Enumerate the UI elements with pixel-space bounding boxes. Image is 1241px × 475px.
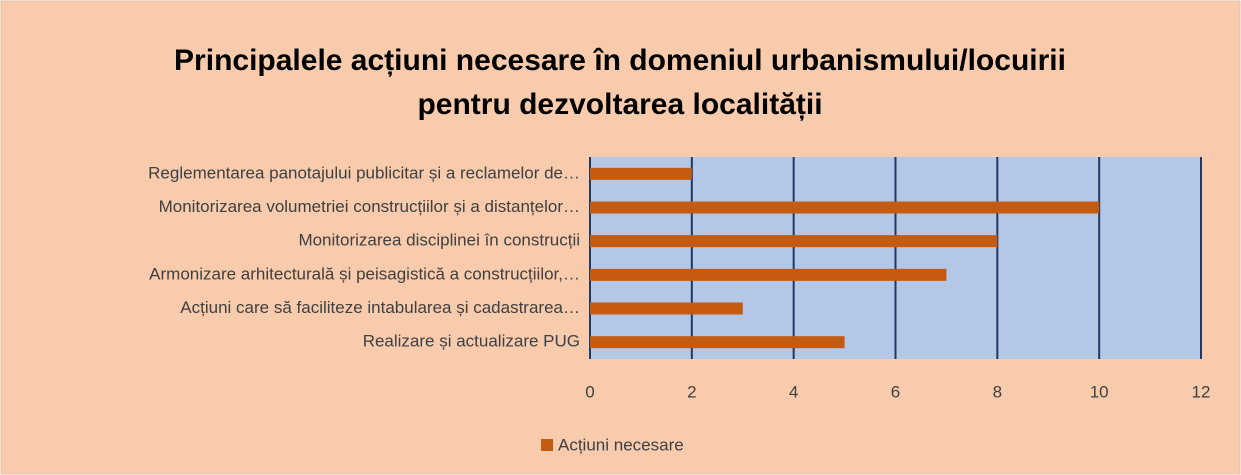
legend-label: Acțiuni necesare [558, 435, 684, 454]
y-tick-label: Monitorizarea disciplinei în construcții [298, 231, 580, 250]
y-tick-label: Monitorizarea volumetriei construcțiilor… [159, 197, 580, 216]
bar [590, 235, 998, 248]
y-tick-label: Acțiuni care să faciliteze intabularea ș… [180, 298, 580, 317]
x-tick-label: 8 [993, 382, 1002, 401]
bar [590, 167, 692, 180]
x-tick-label: 10 [1090, 382, 1109, 401]
x-tick-label: 12 [1192, 382, 1211, 401]
y-tick-label: Armonizare arhitecturală și peisagistică… [149, 264, 580, 283]
x-tick-label: 0 [585, 382, 594, 401]
bar [590, 302, 743, 315]
x-tick-label: 6 [891, 382, 900, 401]
legend-swatch [541, 439, 553, 451]
x-tick-label: 4 [789, 382, 798, 401]
chart-title: Principalele acțiuni necesare în domeniu… [174, 44, 1066, 77]
x-tick-label: 2 [687, 382, 696, 401]
y-tick-label: Realizare și actualizare PUG [363, 332, 580, 351]
chart-title: pentru dezvoltarea localității [417, 88, 822, 121]
bar [590, 336, 845, 349]
bar [590, 201, 1100, 214]
bar [590, 268, 947, 281]
y-tick-label: Reglementarea panotajului publicitar și … [148, 163, 580, 182]
